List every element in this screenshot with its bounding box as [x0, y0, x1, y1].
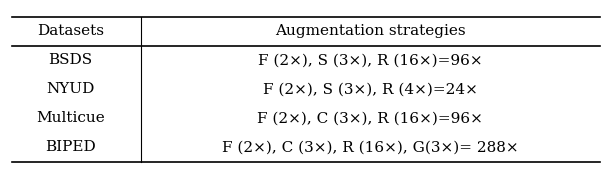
Text: Augmentation strategies: Augmentation strategies	[275, 24, 466, 38]
Text: F (2×), S (3×), R (4×)=24×: F (2×), S (3×), R (4×)=24×	[263, 82, 478, 96]
Text: F (2×), S (3×), R (16×)=96×: F (2×), S (3×), R (16×)=96×	[258, 53, 483, 67]
Text: Datasets: Datasets	[37, 24, 104, 38]
Text: BIPED: BIPED	[45, 140, 95, 154]
Text: F (2×), C (3×), R (16×)=96×: F (2×), C (3×), R (16×)=96×	[257, 111, 483, 125]
Text: NYUD: NYUD	[46, 82, 95, 96]
Text: F (2×), C (3×), R (16×), G(3×)= 288×: F (2×), C (3×), R (16×), G(3×)= 288×	[222, 140, 518, 154]
Text: Multicue: Multicue	[36, 111, 105, 125]
Text: BSDS: BSDS	[48, 53, 92, 67]
